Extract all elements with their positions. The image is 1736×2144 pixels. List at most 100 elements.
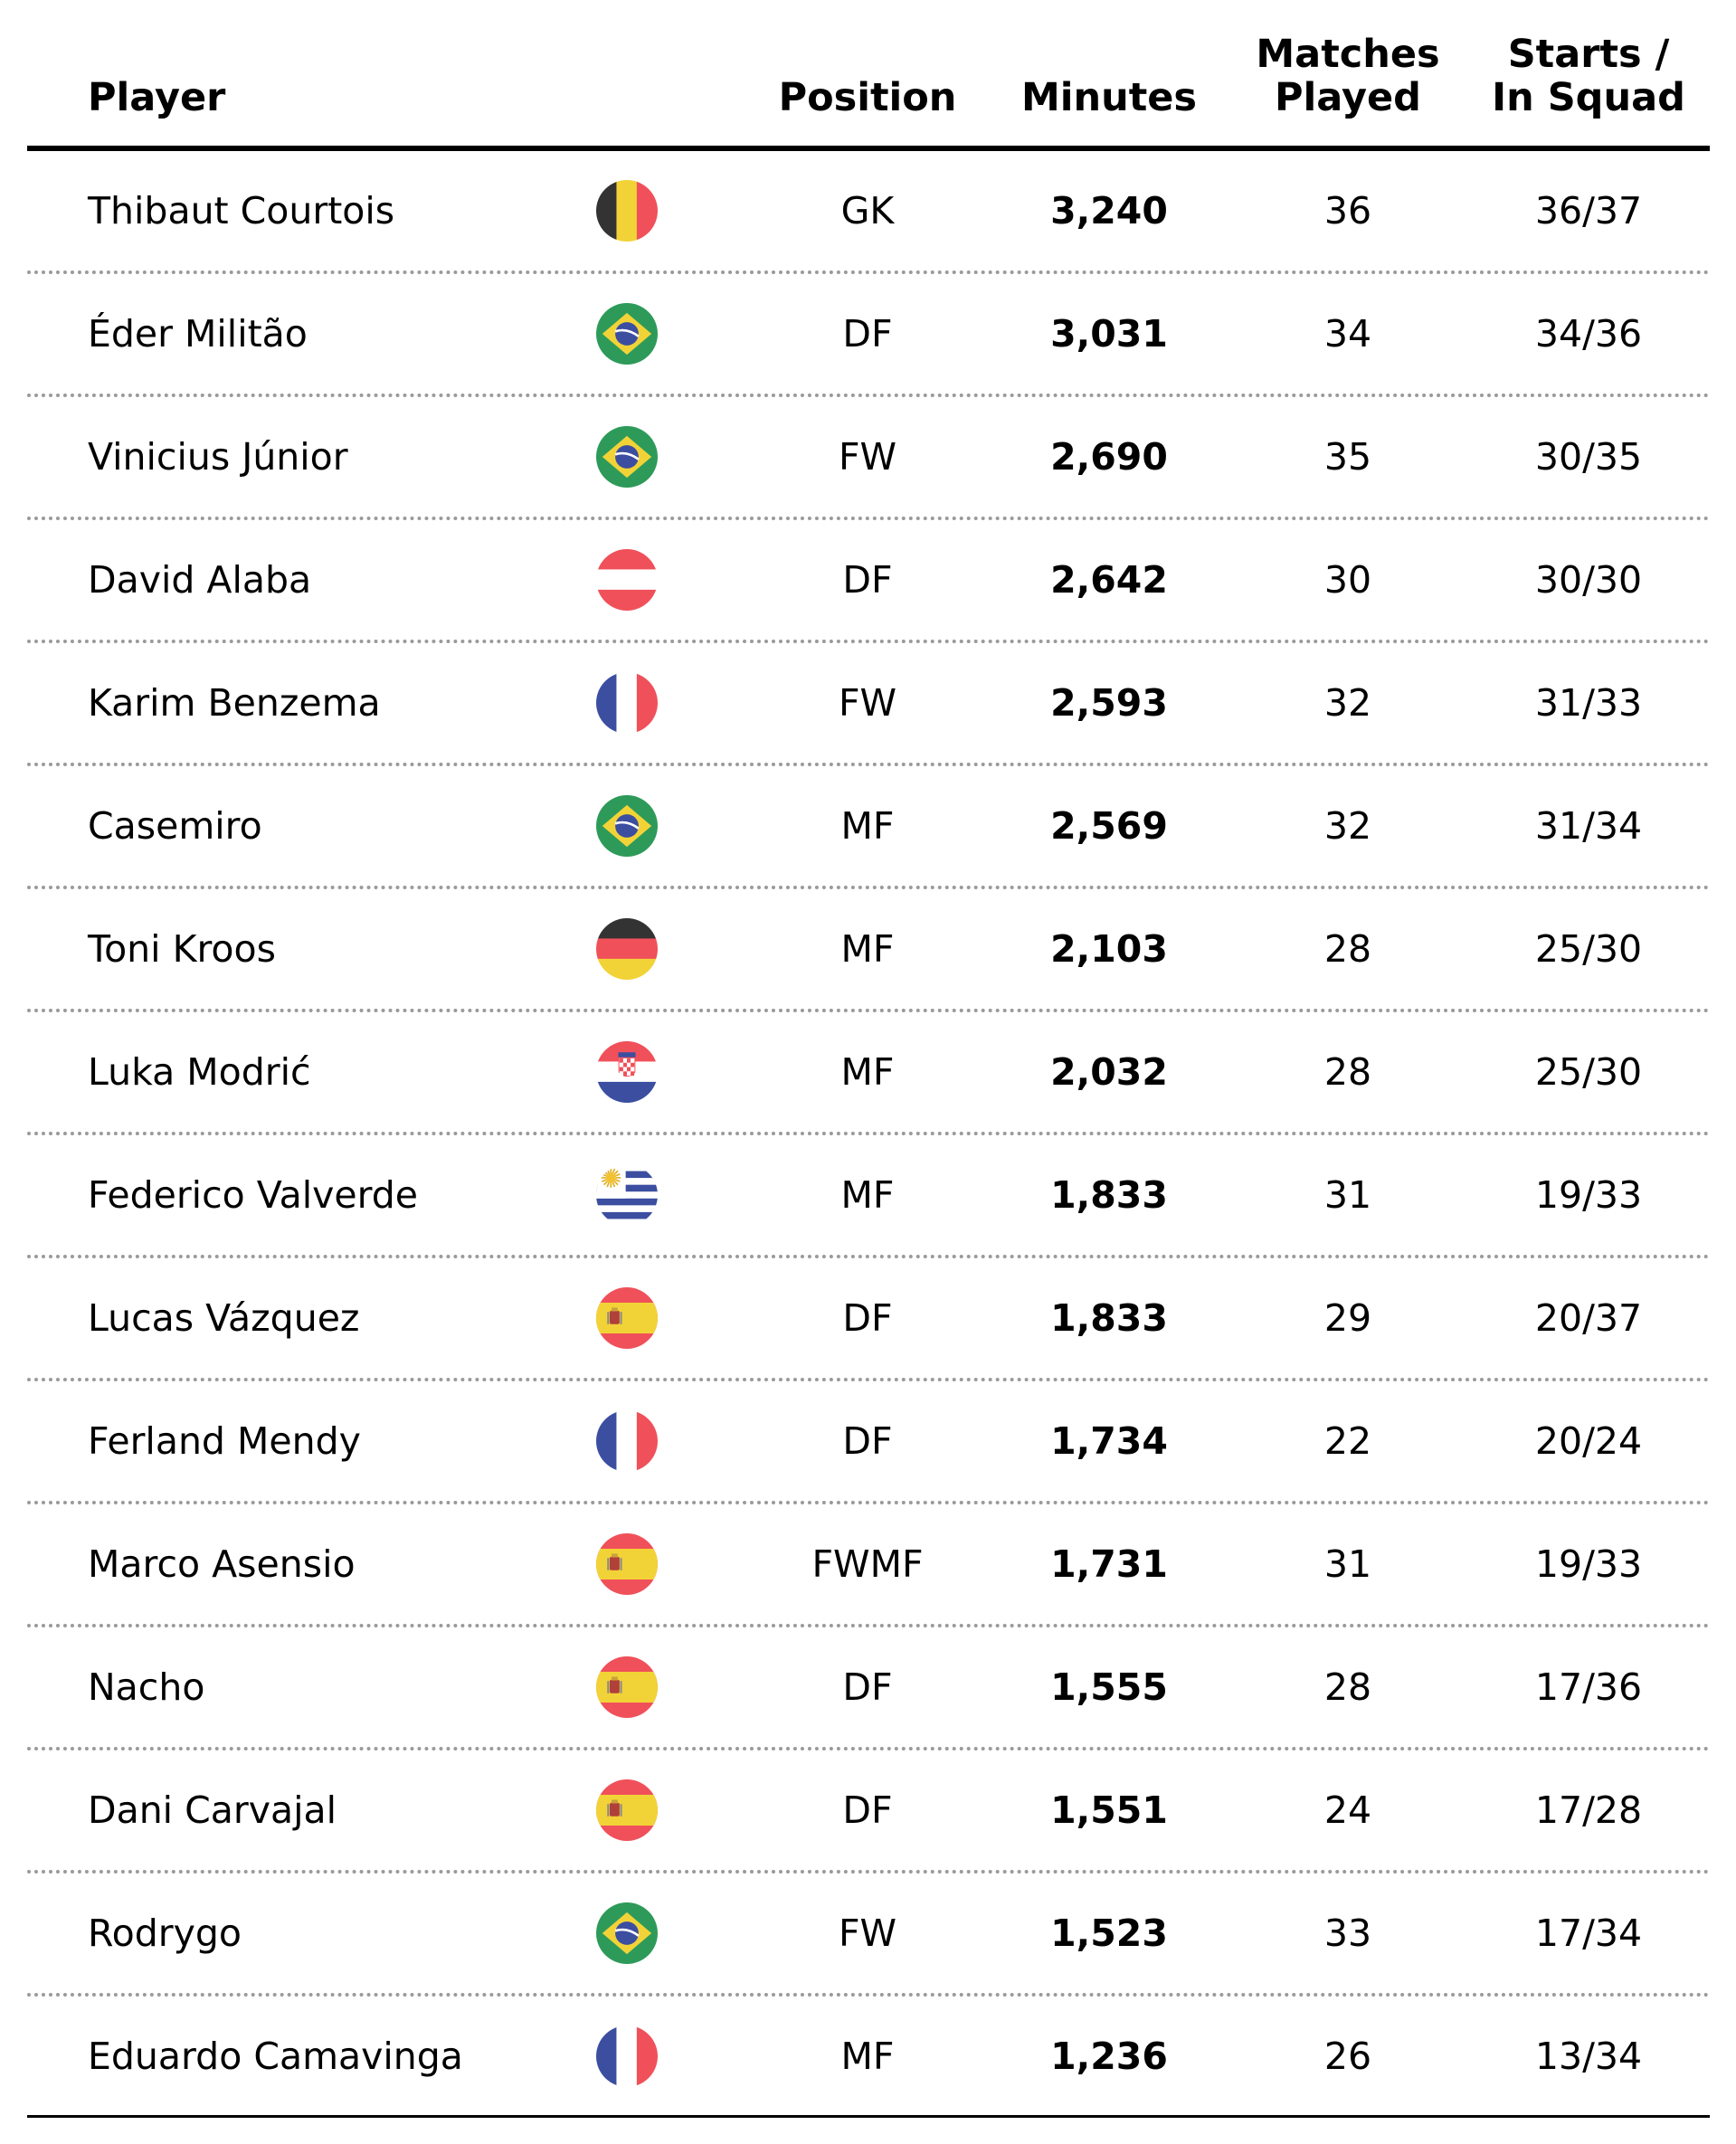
table-row: Rodrygo FW 1,523 33 17/34	[27, 1872, 1710, 1995]
table-row: Dani Carvajal DF 1,551 24 17/28	[27, 1749, 1710, 1872]
brazil-flag-icon	[596, 303, 658, 365]
france-flag-icon	[596, 1410, 658, 1472]
player-name: Ferland Mendy	[88, 1419, 361, 1463]
player-name: Luka Modrić	[88, 1050, 311, 1094]
table-row: Thibaut Courtois GK 3,240 36 36/37	[27, 149, 1710, 272]
starts-in-squad-cell: 20/37	[1534, 1296, 1643, 1340]
position-cell: MF	[840, 804, 895, 848]
minutes-cell: 1,833	[1050, 1173, 1168, 1217]
row-separator	[27, 1009, 1710, 1012]
brazil-flag-icon	[596, 1902, 658, 1964]
spain-flag-icon	[596, 1533, 658, 1595]
header-starts-line2: In Squad	[1492, 75, 1685, 120]
brazil-flag-icon	[596, 795, 658, 857]
position-cell: DF	[842, 1788, 893, 1832]
player-name: Rodrygo	[88, 1912, 242, 1955]
minutes-cell: 1,555	[1050, 1665, 1168, 1709]
minutes-cell: 2,569	[1050, 804, 1168, 848]
matches-played-cell: 32	[1323, 804, 1372, 848]
row-separator	[27, 1747, 1710, 1750]
table-row: Éder Militão DF 3,031 34 34/36	[27, 272, 1710, 395]
position-cell: DF	[842, 1665, 893, 1709]
row-separator	[27, 763, 1710, 766]
matches-played-cell: 22	[1323, 1419, 1372, 1463]
matches-played-cell: 24	[1323, 1788, 1372, 1832]
row-separator	[27, 640, 1710, 643]
table-row: Vinicius Júnior FW 2,690 35 30/35	[27, 395, 1710, 518]
position-cell: DF	[842, 558, 893, 602]
header-matches-played: Matches Played	[1256, 33, 1439, 119]
starts-in-squad-cell: 31/34	[1534, 804, 1643, 848]
table-row: Karim Benzema FW 2,593 32 31/33	[27, 641, 1710, 764]
matches-played-cell: 29	[1323, 1296, 1372, 1340]
matches-played-cell: 36	[1323, 189, 1372, 232]
minutes-cell: 2,690	[1050, 435, 1168, 479]
position-cell: FWMF	[811, 1542, 924, 1586]
starts-in-squad-cell: 19/33	[1534, 1173, 1643, 1217]
position-cell: MF	[840, 927, 895, 971]
minutes-cell: 1,731	[1050, 1542, 1168, 1586]
row-separator	[27, 1993, 1710, 1997]
table-row: Nacho DF 1,555 28 17/36	[27, 1626, 1710, 1749]
germany-flag-icon	[596, 918, 658, 980]
minutes-cell: 3,240	[1050, 189, 1168, 232]
header-starts-line1: Starts /	[1507, 32, 1670, 77]
matches-played-cell: 28	[1323, 927, 1372, 971]
france-flag-icon	[596, 2025, 658, 2087]
starts-in-squad-cell: 36/37	[1534, 189, 1643, 232]
minutes-cell: 1,734	[1050, 1419, 1168, 1463]
header-matches-line1: Matches	[1256, 32, 1440, 77]
header-rule	[27, 146, 1710, 151]
header-position: Position	[778, 75, 957, 120]
starts-in-squad-cell: 17/36	[1534, 1665, 1643, 1709]
player-name: Toni Kroos	[88, 927, 276, 971]
matches-played-cell: 35	[1323, 435, 1372, 479]
matches-played-cell: 32	[1323, 681, 1372, 725]
player-name: Thibaut Courtois	[88, 189, 395, 232]
row-separator	[27, 886, 1710, 889]
starts-in-squad-cell: 20/24	[1534, 1419, 1643, 1463]
minutes-cell: 2,593	[1050, 681, 1168, 725]
position-cell: DF	[842, 1419, 893, 1463]
player-name: Lucas Vázquez	[88, 1296, 360, 1340]
table-row: Eduardo Camavinga MF 1,236 26 13/34	[27, 1995, 1710, 2118]
matches-played-cell: 30	[1323, 558, 1372, 602]
player-name: Éder Militão	[88, 312, 308, 356]
position-cell: DF	[842, 1296, 893, 1340]
starts-in-squad-cell: 25/30	[1534, 927, 1643, 971]
header-player: Player	[88, 75, 226, 120]
minutes-cell: 1,523	[1050, 1912, 1168, 1955]
table-row: David Alaba DF 2,642 30 30/30	[27, 518, 1710, 641]
matches-played-cell: 28	[1323, 1050, 1372, 1094]
position-cell: FW	[838, 435, 897, 479]
position-cell: DF	[842, 312, 893, 356]
position-cell: MF	[840, 1050, 895, 1094]
position-cell: GK	[840, 189, 895, 232]
table-row: Luka Modrić MF 2,032 28 25/30	[27, 1010, 1710, 1134]
matches-played-cell: 26	[1323, 2035, 1372, 2078]
header-starts-in-squad: Starts / In Squad	[1492, 33, 1685, 119]
player-name: Marco Asensio	[88, 1542, 356, 1586]
player-name: Casemiro	[88, 804, 262, 848]
starts-in-squad-cell: 30/35	[1534, 435, 1643, 479]
minutes-cell: 2,642	[1050, 558, 1168, 602]
minutes-cell: 1,551	[1050, 1788, 1168, 1832]
row-separator	[27, 1501, 1710, 1504]
minutes-cell: 3,031	[1050, 312, 1168, 356]
table-row: Lucas Vázquez DF 1,833 29 20/37	[27, 1257, 1710, 1380]
position-cell: FW	[838, 681, 897, 725]
bottom-rule	[27, 2115, 1710, 2118]
matches-played-cell: 28	[1323, 1665, 1372, 1709]
row-separator	[27, 270, 1710, 274]
starts-in-squad-cell: 34/36	[1534, 312, 1643, 356]
position-cell: MF	[840, 2035, 895, 2078]
spain-flag-icon	[596, 1656, 658, 1718]
player-name: Federico Valverde	[88, 1173, 418, 1217]
austria-flag-icon	[596, 549, 658, 611]
player-name: David Alaba	[88, 558, 312, 602]
player-name: Eduardo Camavinga	[88, 2035, 463, 2078]
minutes-cell: 2,103	[1050, 927, 1168, 971]
row-separator	[27, 1132, 1710, 1135]
player-stats-table: Player Position Minutes Matches Played S…	[27, 0, 1710, 2144]
starts-in-squad-cell: 30/30	[1534, 558, 1643, 602]
